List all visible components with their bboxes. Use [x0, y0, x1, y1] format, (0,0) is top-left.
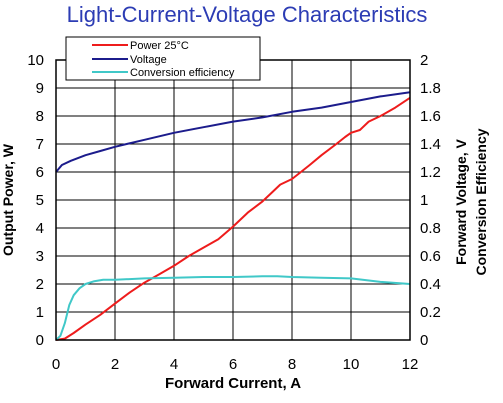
y-right-tick-label: 0.6: [420, 248, 441, 265]
y-left-tick-label: 8: [36, 108, 44, 125]
series-voltage-line: [55, 91, 411, 173]
x-tick-label: 8: [288, 356, 296, 373]
y-right-tick-label: 1.6: [420, 108, 441, 125]
y-right-tick-label: 1.4: [420, 136, 441, 153]
x-tick-label: 0: [52, 356, 60, 373]
y-left-tick-label: 5: [36, 192, 44, 209]
series-layer: [55, 91, 411, 341]
y-left-tick-labels: 0 1 2 3 4 5 6 7 8 9 10: [27, 52, 44, 349]
x-tick-label: 6: [229, 356, 237, 373]
legend-label-voltage: Voltage: [130, 54, 167, 66]
y-left-tick-label: 3: [36, 248, 44, 265]
y-left-axis-label: Output Power, W: [0, 143, 16, 256]
series-power-line: [55, 96, 411, 341]
y-right-tick-label: 1.2: [420, 164, 441, 181]
legend-label-efficiency: Conversion efficiency: [130, 67, 235, 79]
y-left-tick-label: 9: [36, 80, 44, 97]
y-left-tick-label: 10: [27, 52, 44, 69]
series-efficiency-line: [55, 275, 411, 341]
y-left-tick-label: 4: [36, 220, 44, 237]
y-left-tick-label: 6: [36, 164, 44, 181]
y-right-tick-label: 0.4: [420, 276, 441, 293]
chart-title: Light-Current-Voltage Characteristics: [67, 2, 428, 27]
y-right-axis-label-voltage: Forward Voltage, V: [453, 138, 469, 264]
x-axis-label: Forward Current, A: [165, 375, 301, 392]
x-tick-label: 10: [343, 356, 360, 373]
x-tick-label: 4: [170, 356, 178, 373]
y-right-tick-label: 1: [420, 192, 428, 209]
y-left-tick-label: 1: [36, 304, 44, 321]
y-right-tick-label: 0.8: [420, 220, 441, 237]
y-right-tick-labels: 0 0.2 0.4 0.6 0.8 1 1.2 1.4 1.6 1.8 2: [420, 52, 441, 349]
y-right-tick-label: 0: [420, 332, 428, 349]
y-left-tick-label: 2: [36, 276, 44, 293]
legend: Power 25°C Voltage Conversion efficiency: [65, 36, 261, 81]
y-right-tick-label: 0.2: [420, 304, 441, 321]
legend-label-power: Power 25°C: [130, 40, 189, 52]
y-right-axis-label-efficiency: Conversion Efficiency: [473, 128, 489, 275]
y-left-tick-label: 7: [36, 136, 44, 153]
y-right-tick-label: 2: [420, 52, 428, 69]
grid-lines: [56, 60, 410, 340]
x-tick-label: 12: [402, 356, 419, 373]
x-tick-label: 2: [111, 356, 119, 373]
x-tick-labels: 0 2 4 6 8 10 12: [52, 356, 419, 373]
y-left-tick-label: 0: [36, 332, 44, 349]
y-right-tick-label: 1.8: [420, 80, 441, 97]
